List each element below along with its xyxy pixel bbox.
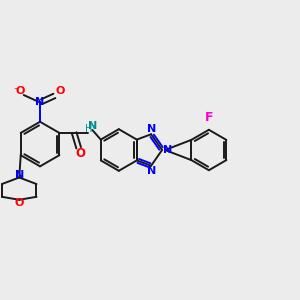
Text: O: O (55, 86, 64, 96)
Text: H: H (85, 124, 93, 134)
Text: N: N (163, 145, 172, 155)
Text: O: O (75, 147, 85, 160)
Text: F: F (205, 111, 213, 124)
Text: O: O (15, 86, 25, 96)
Text: N: N (35, 98, 45, 107)
Text: N: N (147, 124, 156, 134)
Text: N: N (88, 121, 97, 131)
Text: $^{-}$: $^{-}$ (13, 85, 20, 94)
Text: N: N (15, 170, 24, 180)
Text: N: N (147, 166, 156, 176)
Text: O: O (14, 198, 24, 208)
